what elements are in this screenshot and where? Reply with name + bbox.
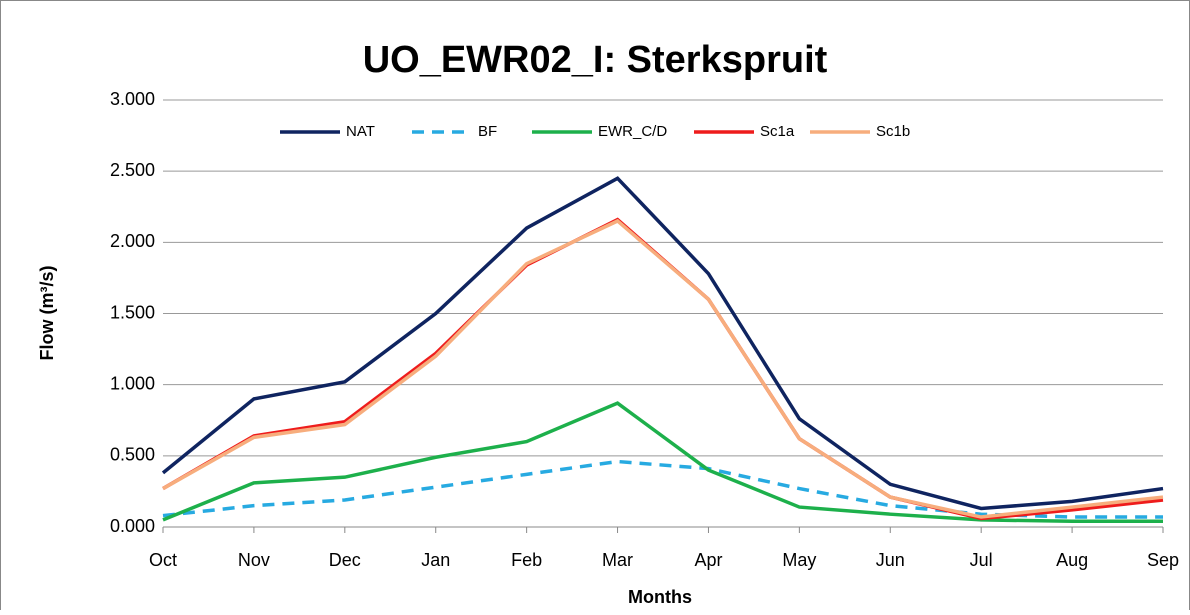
legend-label: EWR_C/D — [598, 123, 667, 140]
x-tick-label: Oct — [149, 550, 177, 570]
legend-label: Sc1a — [760, 123, 795, 140]
legend-label: NAT — [346, 123, 375, 140]
x-tick-label: Jan — [421, 550, 450, 570]
x-tick-label: Apr — [694, 550, 722, 570]
y-axis-label: Flow (m³/s) — [37, 266, 57, 361]
x-tick-label: Mar — [602, 550, 633, 570]
y-tick-label: 0.500 — [110, 445, 155, 465]
x-tick-label: Aug — [1056, 550, 1088, 570]
x-tick-label: Feb — [511, 550, 542, 570]
x-tick-label: Jul — [970, 550, 993, 570]
legend-label: Sc1b — [876, 123, 910, 140]
x-tick-label: May — [782, 550, 816, 570]
x-axis-label: Months — [628, 587, 692, 607]
series-line — [161, 176, 1164, 511]
x-tick-label: Sep — [1147, 550, 1179, 570]
x-tick-label: Jun — [876, 550, 905, 570]
series-line — [162, 218, 1164, 519]
legend-label: BF — [478, 123, 497, 140]
x-tick-label: Nov — [238, 550, 270, 570]
y-tick-label: 1.000 — [110, 373, 155, 393]
series-line — [162, 401, 1163, 524]
y-tick-label: 2.500 — [110, 160, 155, 180]
chart-title: UO_EWR02_I: Sterkspruit — [363, 39, 828, 81]
x-tick-label: Dec — [329, 550, 361, 570]
y-tick-label: 0.000 — [110, 516, 155, 536]
y-tick-label: 1.500 — [110, 302, 155, 322]
y-tick-label: 2.000 — [110, 231, 155, 251]
y-tick-label: 3.000 — [110, 89, 155, 109]
